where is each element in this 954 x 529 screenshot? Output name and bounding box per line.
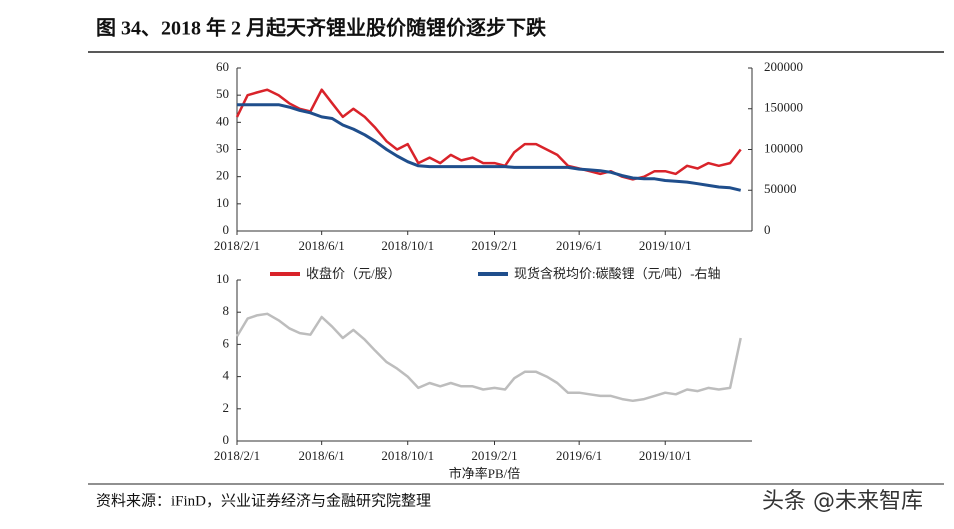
series-line [235,88,742,181]
x-tick-label: 2018/10/1 [381,238,434,253]
y2-tick-label: 150000 [764,100,803,115]
y2-tick-label: 100000 [764,140,803,155]
y2-tick-label: 50000 [764,181,797,196]
x-tick-label: 2019/10/1 [639,448,692,463]
x-tick-label: 2018/10/1 [381,448,434,463]
y-tick-label: 10 [216,195,229,210]
x-tick-label: 2018/2/1 [214,448,260,463]
y-tick-label: 0 [223,432,230,447]
y-tick-label: 50 [216,86,229,101]
x-tick-label: 2018/6/1 [299,238,345,253]
y-tick-label: 0 [223,222,230,237]
x-tick-label: 2019/2/1 [471,448,517,463]
y-tick-label: 2 [223,400,230,415]
x-tick-label: 2018/6/1 [299,448,345,463]
y-tick-label: 10 [216,271,229,286]
figure-title: 图 34、2018 年 2 月起天齐锂业股价随锂价逐步下跌 [96,16,547,40]
y2-tick-label: 200000 [764,59,803,74]
series-line [235,312,742,403]
y-tick-label: 4 [223,368,230,383]
x-tick-label: 2019/6/1 [556,448,602,463]
y-tick-label: 30 [216,140,229,155]
y-tick-label: 40 [216,113,229,128]
y-tick-label: 8 [223,303,230,318]
watermark: 头条 @未来智库 [762,489,923,514]
x-tick-label: 2018/2/1 [214,238,260,253]
x-tick-label: 2019/10/1 [639,238,692,253]
y-tick-label: 6 [223,335,230,350]
x-tick-label: 2019/2/1 [471,238,517,253]
y2-tick-label: 0 [764,222,771,237]
series-line [237,103,742,192]
y-tick-label: 60 [216,59,229,74]
legend-label: 现货含税均价:碳酸锂（元/吨）-右轴 [514,266,721,281]
x-axis-label: 市净率PB/倍 [449,466,521,481]
legend-label: 收盘价（元/股） [306,266,401,281]
x-tick-label: 2019/6/1 [556,238,602,253]
source: 资料来源：iFinD，兴业证券经济与金融研究院整理 [96,491,431,509]
y-tick-label: 20 [216,168,229,183]
